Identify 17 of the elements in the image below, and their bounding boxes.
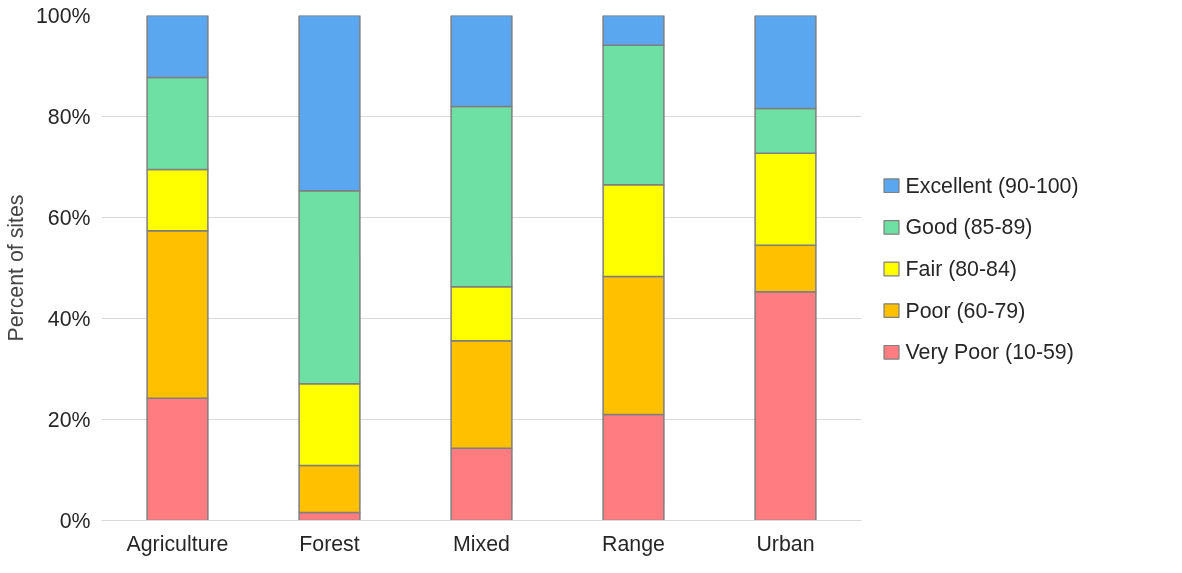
x-tick-label: Urban [756,531,815,556]
y-tick-label: 0% [59,508,91,533]
x-tick-label: Agriculture [126,531,229,556]
y-tick-label: 20% [47,407,91,432]
y-axis-title: Percent of sites [3,194,28,342]
x-tick-label: Range [602,531,665,556]
y-tick-label: 100% [35,3,91,28]
y-tick-label: 40% [47,306,91,331]
x-tick-label: Mixed [453,531,510,556]
y-tick-label: 60% [47,205,91,230]
legend-label: Good (85-89) [905,215,1033,240]
legend-label: Excellent (90-100) [905,173,1079,198]
legend-label: Fair (80-84) [905,257,1017,281]
y-tick-label: 80% [47,104,91,129]
x-tick-label: Forest [299,531,360,556]
legend-label: Poor (60-79) [905,298,1026,323]
legend-label: Very Poor (10-59) [905,340,1074,365]
